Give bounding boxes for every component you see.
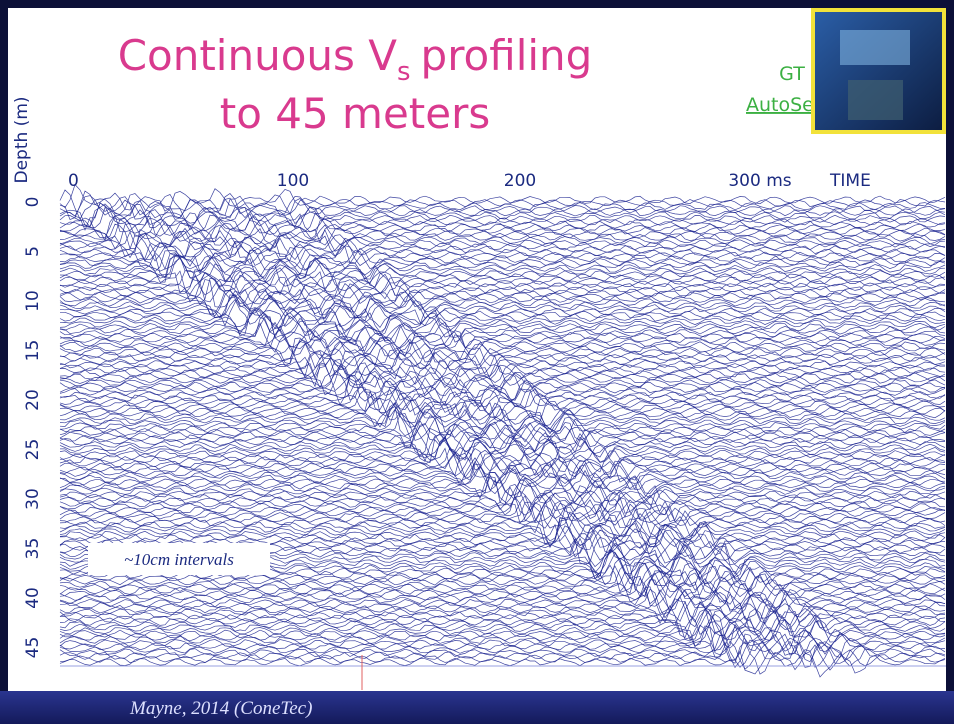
device-part: [848, 80, 903, 120]
title-line-1: Continuous Vs profiling: [118, 31, 593, 87]
y-tick-label: 40: [23, 587, 43, 609]
footer-text: Mayne, 2014 (ConeTec): [129, 698, 312, 719]
y-tick-label: 15: [23, 340, 43, 362]
y-axis-label: Depth (m): [12, 96, 32, 183]
title-subscript: s: [397, 57, 411, 87]
y-tick-label: 20: [23, 389, 43, 411]
x-tick-label: 300 ms: [728, 171, 791, 191]
x-axis-label: TIME: [829, 171, 871, 191]
y-tick-label: 30: [23, 488, 43, 510]
y-tick-label: 35: [23, 538, 43, 560]
y-tick-label: 45: [23, 637, 43, 659]
y-tick-label: 10: [23, 290, 43, 312]
title-part: Continuous V: [118, 31, 398, 80]
badge-gt: GT: [779, 63, 805, 85]
title-part: profiling: [421, 31, 593, 80]
y-tick-label: 5: [23, 246, 43, 257]
slide: Continuous Vsprofiling to 45 meters GT A…: [0, 0, 954, 724]
y-tick-label: 0: [23, 197, 43, 208]
x-tick-label: 200: [504, 171, 536, 191]
title-line-2: to 45 meters: [220, 89, 491, 138]
y-tick-label: 25: [23, 439, 43, 461]
x-tick-label: 100: [277, 171, 309, 191]
annotation: ~10cm intervals: [124, 550, 234, 569]
x-tick-label: 0: [68, 171, 79, 191]
device-part: [840, 30, 910, 65]
